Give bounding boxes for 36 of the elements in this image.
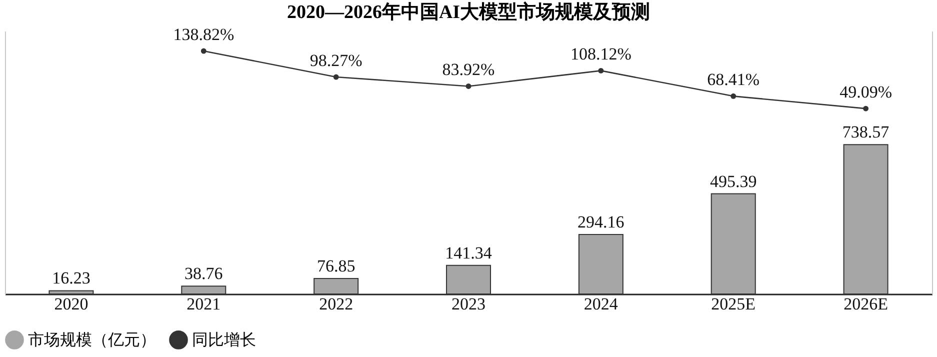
data-label: 495.39 [710,172,757,191]
data-label: 294.16 [578,212,624,232]
x-tick-label: 2026E [844,294,888,314]
bar [446,264,491,294]
data-label: 138.82% [173,25,234,44]
data-label: 76.85 [316,256,356,276]
bar [843,144,888,294]
x-tick-label: 2021 [186,294,221,314]
point [730,93,736,99]
x-tick-label: 2020 [54,294,88,314]
data-label: 49.09% [840,82,892,102]
bar [314,278,359,294]
legend-label: 市场规模（亿元） [28,330,156,349]
data-label: 68.41% [707,70,760,90]
chart-title: 2020—2026年中国AI大模型市场规模及预测 [286,1,650,23]
data-label: 141.34 [445,243,492,262]
data-label: 98.27% [310,51,362,70]
data-label: 83.92% [442,60,495,80]
data-label: 738.57 [842,122,890,142]
x-tick-label: 2025E [711,294,756,314]
bar [181,286,226,294]
point [333,74,339,80]
point [200,48,206,54]
bar [578,234,624,294]
x-tick-label: 2022 [319,294,354,314]
data-label: 38.76 [184,264,223,284]
bar [710,193,756,294]
data-label: 16.23 [52,268,90,288]
point [863,106,869,112]
point [598,68,604,74]
legend-label: 同比增长 [192,330,256,349]
point [466,83,472,89]
bar [48,290,94,294]
data-label: 108.12% [570,44,632,64]
x-tick-label: 2024 [584,294,618,314]
x-tick-label: 2023 [452,294,486,314]
